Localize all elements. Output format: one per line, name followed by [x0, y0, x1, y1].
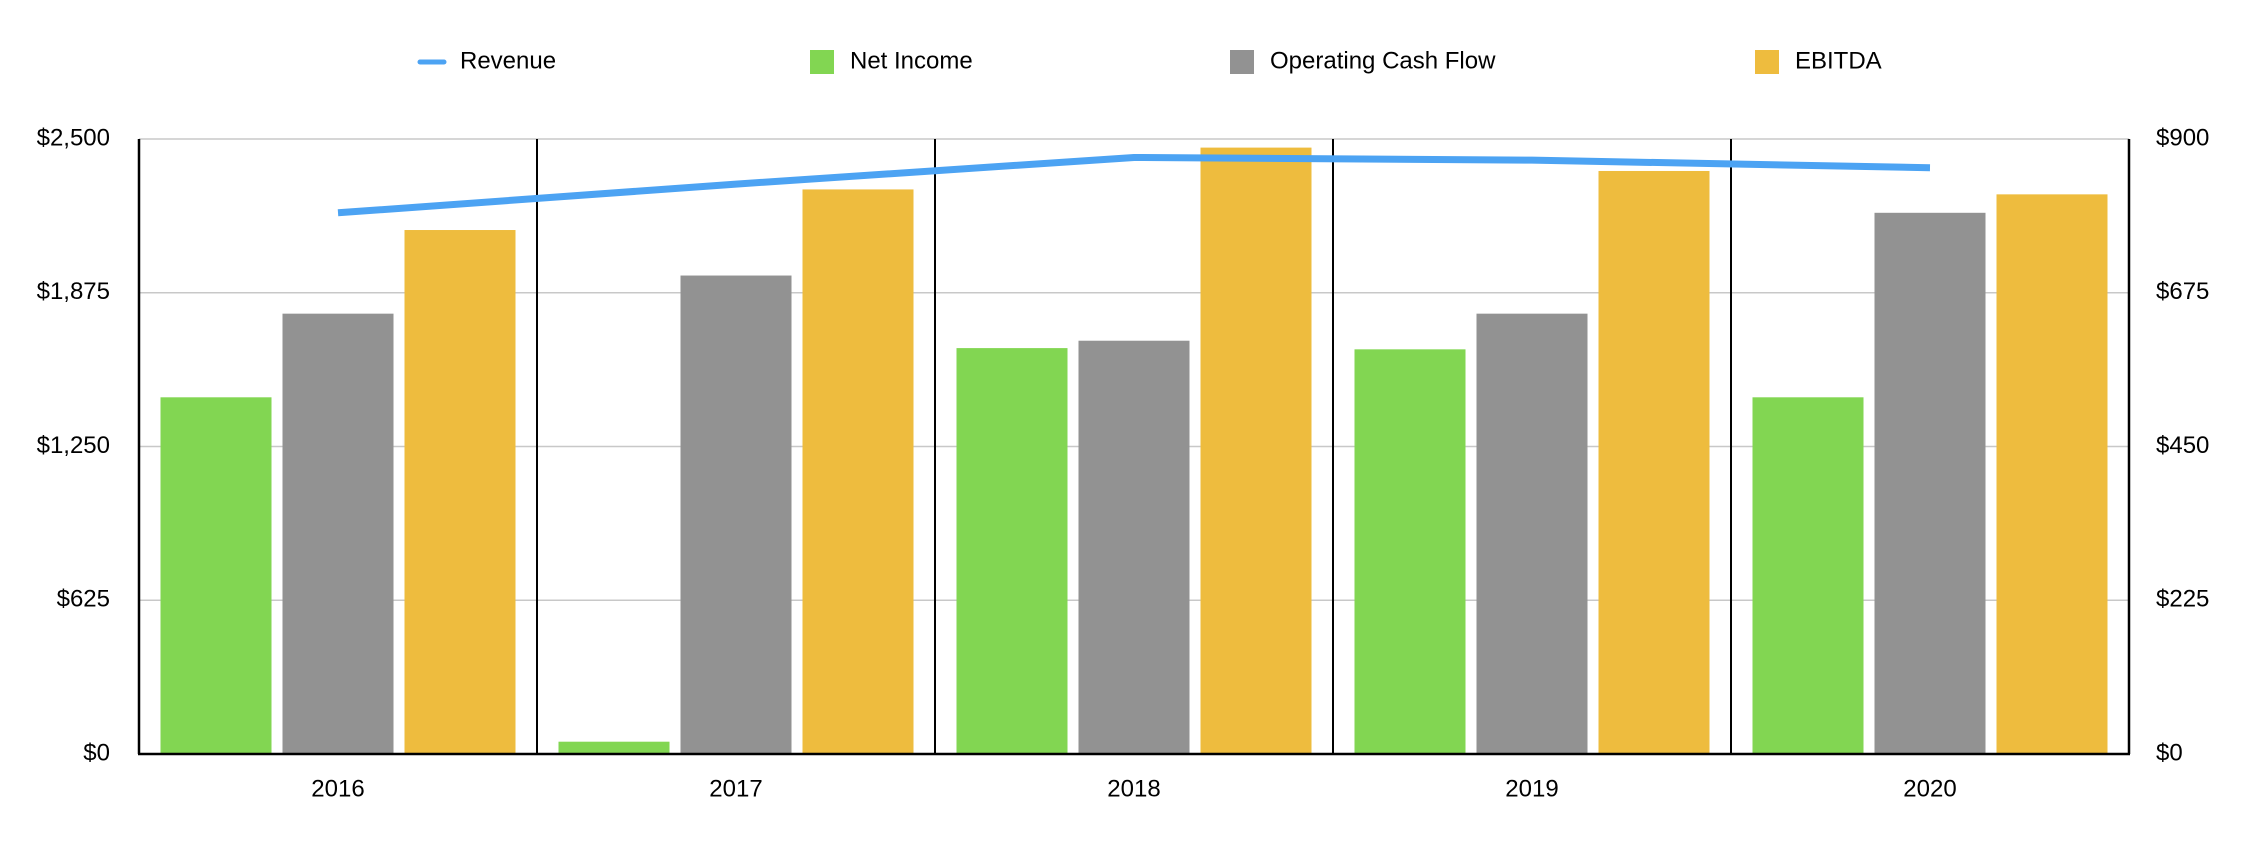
bar-operating-cash-flow-2016: [282, 313, 394, 754]
legend-label: Revenue: [460, 47, 556, 74]
left-tick-label: $0: [83, 739, 110, 766]
right-tick-label: $225: [2156, 586, 2209, 613]
x-axis-ticks: 2016 2017 2018 2019 2020: [311, 775, 1956, 802]
x-tick-label: 2018: [1107, 775, 1160, 802]
left-axis-ticks: $0 $625 $1,250 $1,875 $2,500: [37, 124, 110, 766]
bar-ebitda-2018: [1200, 147, 1312, 755]
bar-operating-cash-flow-2019: [1476, 313, 1588, 754]
line-series: [337, 153, 1931, 217]
bar-net-income-2018: [956, 348, 1068, 754]
legend-swatch: [1230, 50, 1254, 74]
bar-net-income-2020: [1752, 397, 1864, 754]
x-tick-label: 2020: [1903, 775, 1956, 802]
legend-label: EBITDA: [1795, 47, 1882, 74]
bar-net-income-2019: [1354, 349, 1466, 754]
left-tick-label: $2,500: [37, 124, 110, 151]
right-tick-label: $675: [2156, 278, 2209, 305]
legend-swatch: [810, 50, 834, 74]
right-axis-ticks: $0 $225 $450 $675 $900: [2156, 124, 2209, 766]
line-revenue: [337, 153, 1931, 217]
right-tick-label: $0: [2156, 739, 2183, 766]
x-tick-label: 2017: [709, 775, 762, 802]
legend-item-ebitda: EBITDA: [1755, 47, 1882, 74]
bar-operating-cash-flow-2020: [1874, 212, 1986, 755]
left-tick-label: $1,250: [37, 432, 110, 459]
bar-ebitda-2016: [404, 230, 516, 754]
legend-item-net-income: Net Income: [810, 47, 973, 74]
right-tick-label: $450: [2156, 432, 2209, 459]
legend-item-operating-cash-flow: Operating Cash Flow: [1230, 47, 1496, 74]
bar-operating-cash-flow-2018: [1078, 340, 1190, 754]
legend: Revenue Net Income Operating Cash Flow EBIT…: [417, 47, 1882, 74]
x-tick-label: 2016: [311, 775, 364, 802]
left-tick-label: $625: [57, 586, 110, 613]
bar-ebitda-2020: [1996, 194, 2108, 755]
bar-net-income-2017: [558, 741, 670, 754]
legend-label: Operating Cash Flow: [1270, 47, 1496, 74]
bar-net-income-2016: [160, 397, 272, 754]
bar-operating-cash-flow-2017: [680, 275, 792, 754]
bar-ebitda-2019: [1598, 170, 1710, 755]
bar-ebitda-2017: [802, 189, 914, 754]
right-tick-label: $900: [2156, 124, 2209, 151]
legend-swatch: [1755, 50, 1779, 74]
legend-item-revenue: Revenue: [417, 47, 556, 74]
axes: [137, 139, 2131, 756]
category-separators: [536, 139, 1732, 754]
legend-label: Net Income: [850, 47, 973, 74]
left-tick-label: $1,875: [37, 278, 110, 305]
x-tick-label: 2019: [1505, 775, 1558, 802]
bars: [160, 147, 2108, 755]
